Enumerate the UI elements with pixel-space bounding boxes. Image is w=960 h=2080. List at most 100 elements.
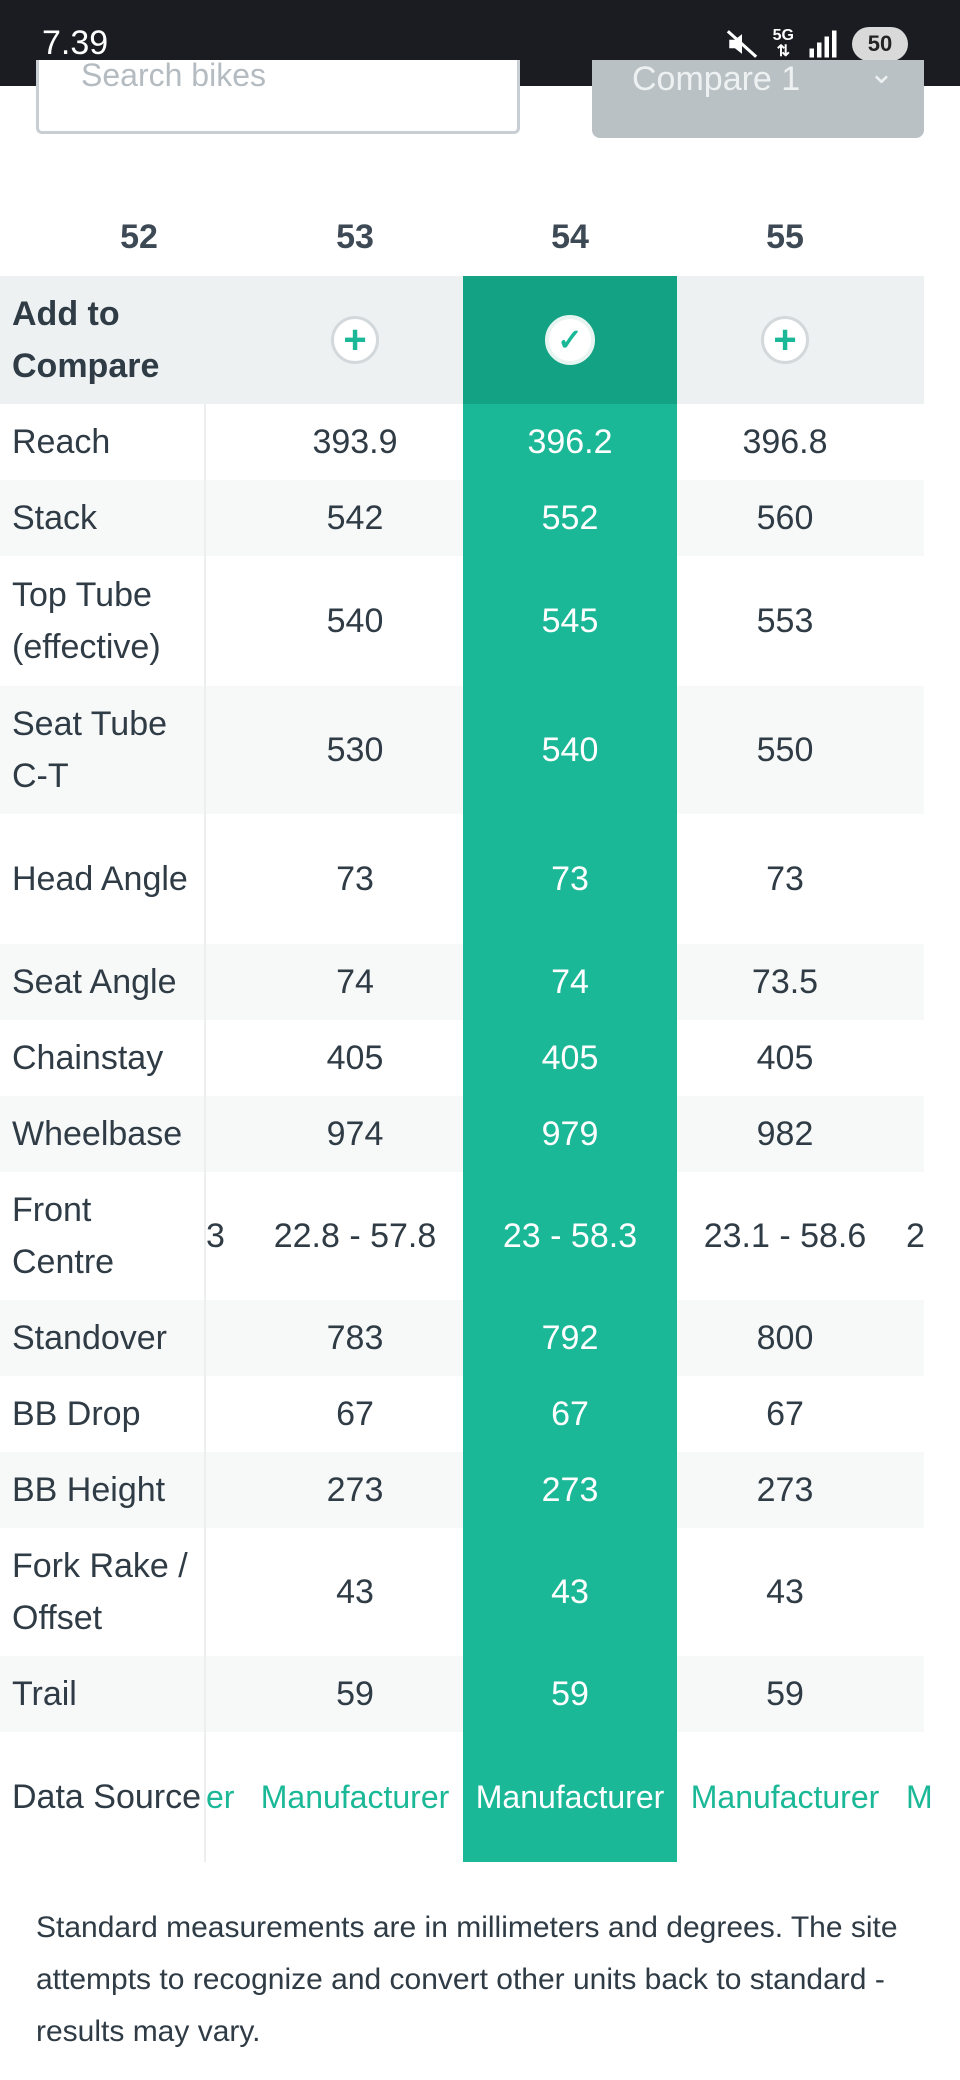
- row-label: Seat Tube C-T: [12, 705, 168, 795]
- table-cell: 59: [551, 1674, 589, 1713]
- data-source-link[interactable]: Manufacturer: [475, 1778, 665, 1815]
- table-cell: 23 - 58.3: [502, 1216, 638, 1255]
- table-cell: 550: [756, 730, 814, 769]
- add-compare-plus-icon[interactable]: +: [331, 316, 379, 364]
- table-cell: 979: [541, 1114, 599, 1153]
- table-row: BB Height 273 273 273: [0, 1452, 924, 1528]
- table-cell: 540: [326, 601, 384, 640]
- table-cell: 783: [326, 1318, 384, 1357]
- row-label: Fork Rake / Offset: [12, 1547, 188, 1637]
- table-row: Reach 393.9 396.2 396.8: [0, 404, 924, 480]
- row-label: Trail: [12, 1675, 77, 1713]
- selected-column-highlight: [463, 1300, 677, 1376]
- add-to-compare-row: Add to Compare + ✓ +: [0, 276, 924, 404]
- compare-button[interactable]: Compare 1 ⌄: [592, 60, 924, 138]
- table-cell: 273: [326, 1470, 384, 1509]
- column-divider: [204, 1376, 206, 1452]
- table-cell: 982: [756, 1114, 814, 1153]
- table-row: Top Tube (effective) 540 545 553: [0, 556, 924, 686]
- selected-column-highlight: [463, 404, 677, 480]
- table-cell: 273: [541, 1470, 599, 1509]
- selected-column-highlight: [463, 1376, 677, 1452]
- selected-column-highlight: [463, 556, 677, 686]
- search-box[interactable]: [36, 60, 520, 134]
- table-cell: 393.9: [312, 422, 398, 461]
- table-cell: 553: [756, 601, 814, 640]
- table-cell: 273: [756, 1470, 814, 1509]
- table-cell: 43: [336, 1572, 374, 1611]
- selected-column-highlight: [463, 1020, 677, 1096]
- selected-column-highlight: [463, 1528, 677, 1656]
- selected-column-highlight: [463, 480, 677, 556]
- network-5g-icon: 5G ⇅: [772, 27, 794, 60]
- table-row: Fork Rake / Offset 43 43 43: [0, 1528, 924, 1656]
- table-cell: 405: [756, 1038, 814, 1077]
- table-cell: 800: [756, 1318, 814, 1357]
- row-label: Chainstay: [12, 1039, 164, 1077]
- table-cell: 542: [326, 498, 384, 537]
- table-cell: 43: [551, 1572, 589, 1611]
- column-divider: [204, 1732, 206, 1862]
- selected-column-highlight: [463, 1656, 677, 1732]
- add-to-compare-label: Add to Compare: [12, 295, 160, 385]
- partial-cell: 2: [906, 1216, 925, 1255]
- table-cell: 530: [326, 730, 384, 769]
- table-cell: 67: [551, 1394, 589, 1433]
- table-row: Head Angle 73 73 73: [0, 814, 924, 944]
- row-label: BB Height: [12, 1471, 166, 1509]
- table-row: Chainstay 405 405 405: [0, 1020, 924, 1096]
- row-label: Data Source: [12, 1778, 201, 1816]
- table-cell: 396.2: [527, 422, 613, 461]
- table-cell: 405: [541, 1038, 599, 1077]
- add-compare-plus-icon[interactable]: +: [761, 316, 809, 364]
- data-source-link[interactable]: Manufacturer: [260, 1778, 450, 1815]
- status-time: 7.39: [42, 24, 109, 62]
- size-header: 53: [336, 218, 374, 256]
- row-label: Stack: [12, 499, 98, 537]
- table-row: Front Centre 3 22.8 - 57.8 23 - 58.3 23.1 - …: [0, 1172, 925, 1300]
- column-divider: [204, 1172, 206, 1300]
- table-cell: 560: [756, 498, 814, 537]
- table-cell: 73: [551, 859, 589, 898]
- table-cell: 23.1 - 58.6: [703, 1216, 867, 1255]
- table-cell: 792: [541, 1318, 599, 1357]
- selected-column-highlight: [463, 1172, 677, 1300]
- table-row: Stack 542 552 560: [0, 480, 924, 556]
- table-cell: 73: [336, 859, 374, 898]
- table-row: BB Drop 67 67 67: [0, 1376, 924, 1452]
- status-icons: 5G ⇅ 50: [725, 22, 908, 66]
- selected-column-highlight: [463, 686, 677, 814]
- chevron-down-icon: ⌄: [868, 60, 894, 90]
- row-label: BB Drop: [12, 1395, 141, 1433]
- column-divider: [204, 480, 206, 556]
- row-label: Top Tube (effective): [12, 576, 161, 666]
- column-divider: [204, 1656, 206, 1732]
- geometry-table: 52 53 54 55 Add to Compare + ✓ + Reach 393.9 3…: [0, 200, 933, 1862]
- column-divider: [204, 686, 206, 814]
- table-cell: 59: [336, 1674, 374, 1713]
- compare-check-icon[interactable]: ✓: [545, 315, 595, 365]
- size-header: 54: [551, 218, 589, 256]
- table-row: Trail 59 59 59: [0, 1656, 924, 1732]
- table-row: Seat Angle 74 74 73.5: [0, 944, 924, 1020]
- table-row: Seat Tube C-T 530 540 550: [0, 686, 924, 814]
- table-cell: 73.5: [751, 962, 819, 1001]
- footnote: Standard measurements are in millimeters…: [36, 1911, 898, 2048]
- table-cell: 74: [551, 962, 589, 1001]
- search-input[interactable]: [79, 60, 517, 95]
- table-row: Wheelbase 974 979 982: [0, 1096, 924, 1172]
- table-cell: 545: [541, 601, 599, 640]
- column-divider: [204, 404, 206, 480]
- table-row: Data Source er Manufacturer Manufacturer Man…: [0, 1732, 933, 1862]
- battery-icon: 50: [852, 27, 908, 61]
- table-cell: 43: [766, 1572, 804, 1611]
- size-header: 55: [766, 218, 804, 256]
- column-divider: [204, 556, 206, 686]
- partial-cell: 3: [206, 1216, 225, 1255]
- column-divider: [204, 944, 206, 1020]
- data-source-link[interactable]: Manufacturer: [690, 1778, 880, 1815]
- row-label: Front Centre: [12, 1191, 115, 1281]
- table-cell: 974: [326, 1114, 384, 1153]
- size-header: 52: [120, 218, 158, 256]
- table-cell: 67: [336, 1394, 374, 1433]
